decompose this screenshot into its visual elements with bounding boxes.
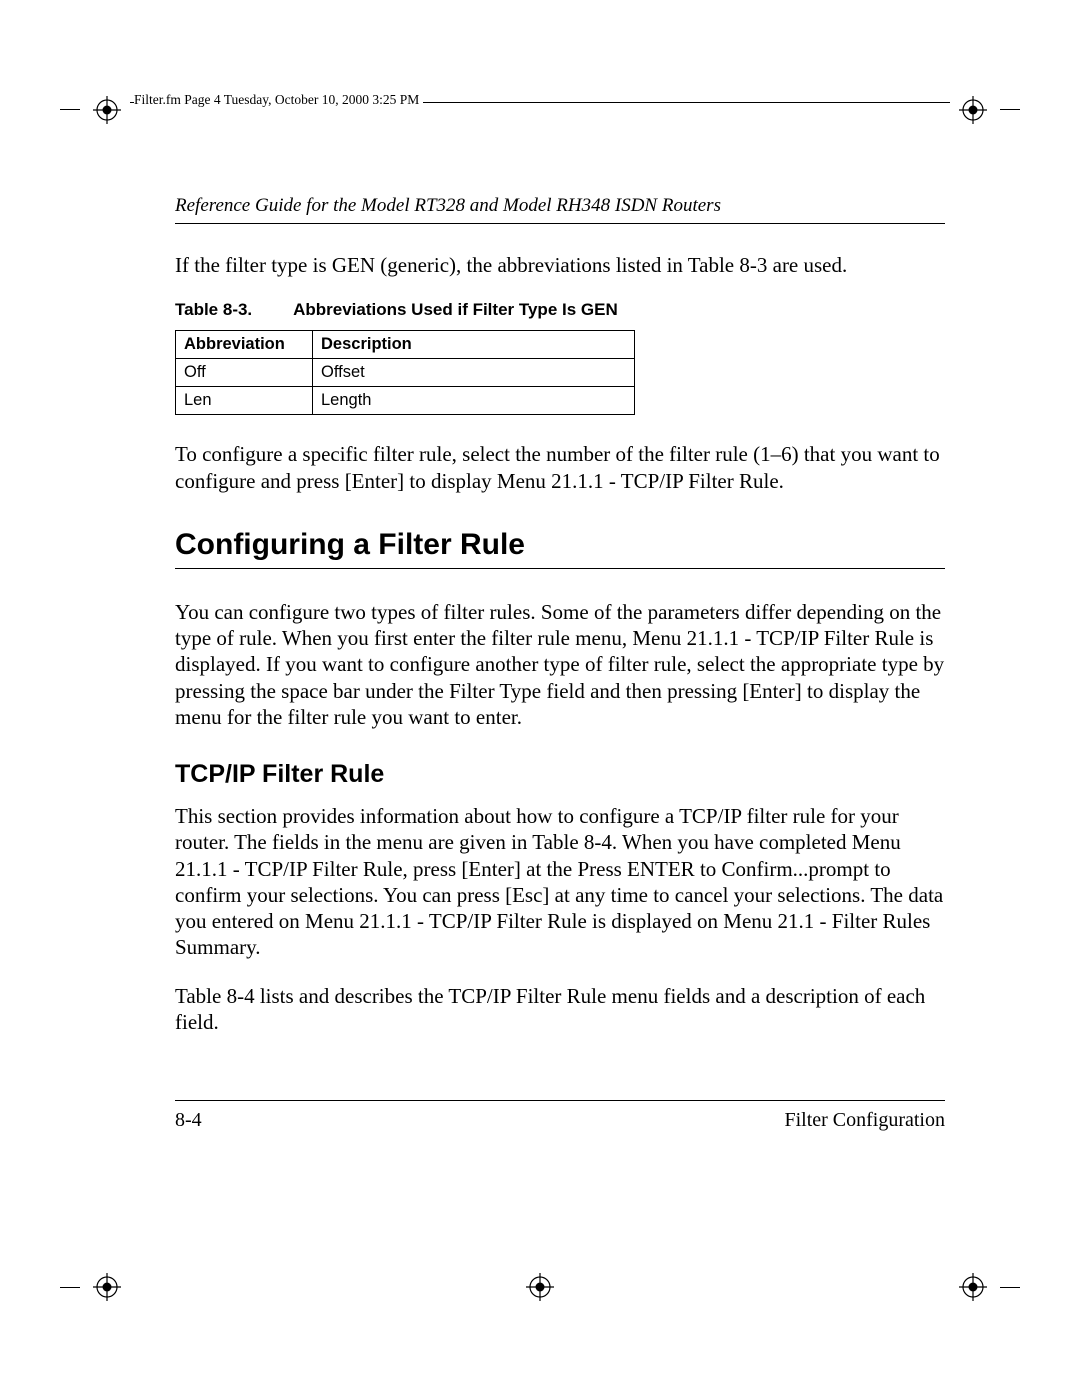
registration-mark-icon [93,96,121,124]
table-caption: Table 8-3. Abbreviations Used if Filter … [175,300,945,320]
table-header-cell: Description [313,331,635,359]
crop-mark [60,1287,80,1288]
page: Filter.fm Page 4 Tuesday, October 10, 20… [0,0,1080,1397]
table-cell: Length [313,387,635,415]
paragraph-intro: If the filter type is GEN (generic), the… [175,252,945,278]
crop-header-rule: Filter.fm Page 4 Tuesday, October 10, 20… [130,102,950,131]
paragraph-after-table: To configure a specific filter rule, sel… [175,441,945,494]
paragraph-h1-body: You can configure two types of filter ru… [175,599,945,730]
table-header-cell: Abbreviation [176,331,313,359]
abbreviation-table: Abbreviation Description Off Offset Len … [175,330,635,415]
registration-mark-icon [93,1273,121,1301]
table-cell: Offset [313,359,635,387]
registration-mark-icon [959,1273,987,1301]
table-row: Len Length [176,387,635,415]
running-head: Reference Guide for the Model RT328 and … [175,195,945,224]
page-footer: 8-4 Filter Configuration [175,1100,945,1132]
heading-tcpip-filter-rule: TCP/IP Filter Rule [175,760,945,789]
table-row: Off Offset [176,359,635,387]
content-area: Reference Guide for the Model RT328 and … [175,195,945,1057]
registration-mark-icon [526,1273,554,1301]
table-cell: Off [176,359,313,387]
table-caption-title: Abbreviations Used if Filter Type Is GEN [293,300,618,319]
crop-mark [60,109,80,110]
paragraph-h2-body-2: Table 8-4 lists and describes the TCP/IP… [175,983,945,1036]
crop-header-text: Filter.fm Page 4 Tuesday, October 10, 20… [134,92,423,108]
crop-mark [1000,109,1020,110]
footer-page-number: 8-4 [175,1109,202,1132]
registration-mark-icon [959,96,987,124]
heading-configuring-filter-rule: Configuring a Filter Rule [175,528,945,569]
paragraph-h2-body-1: This section provides information about … [175,803,945,961]
crop-mark [1000,1287,1020,1288]
table-header-row: Abbreviation Description [176,331,635,359]
table-cell: Len [176,387,313,415]
footer-chapter-title: Filter Configuration [784,1109,945,1132]
table-caption-label: Table 8-3. [175,300,289,320]
